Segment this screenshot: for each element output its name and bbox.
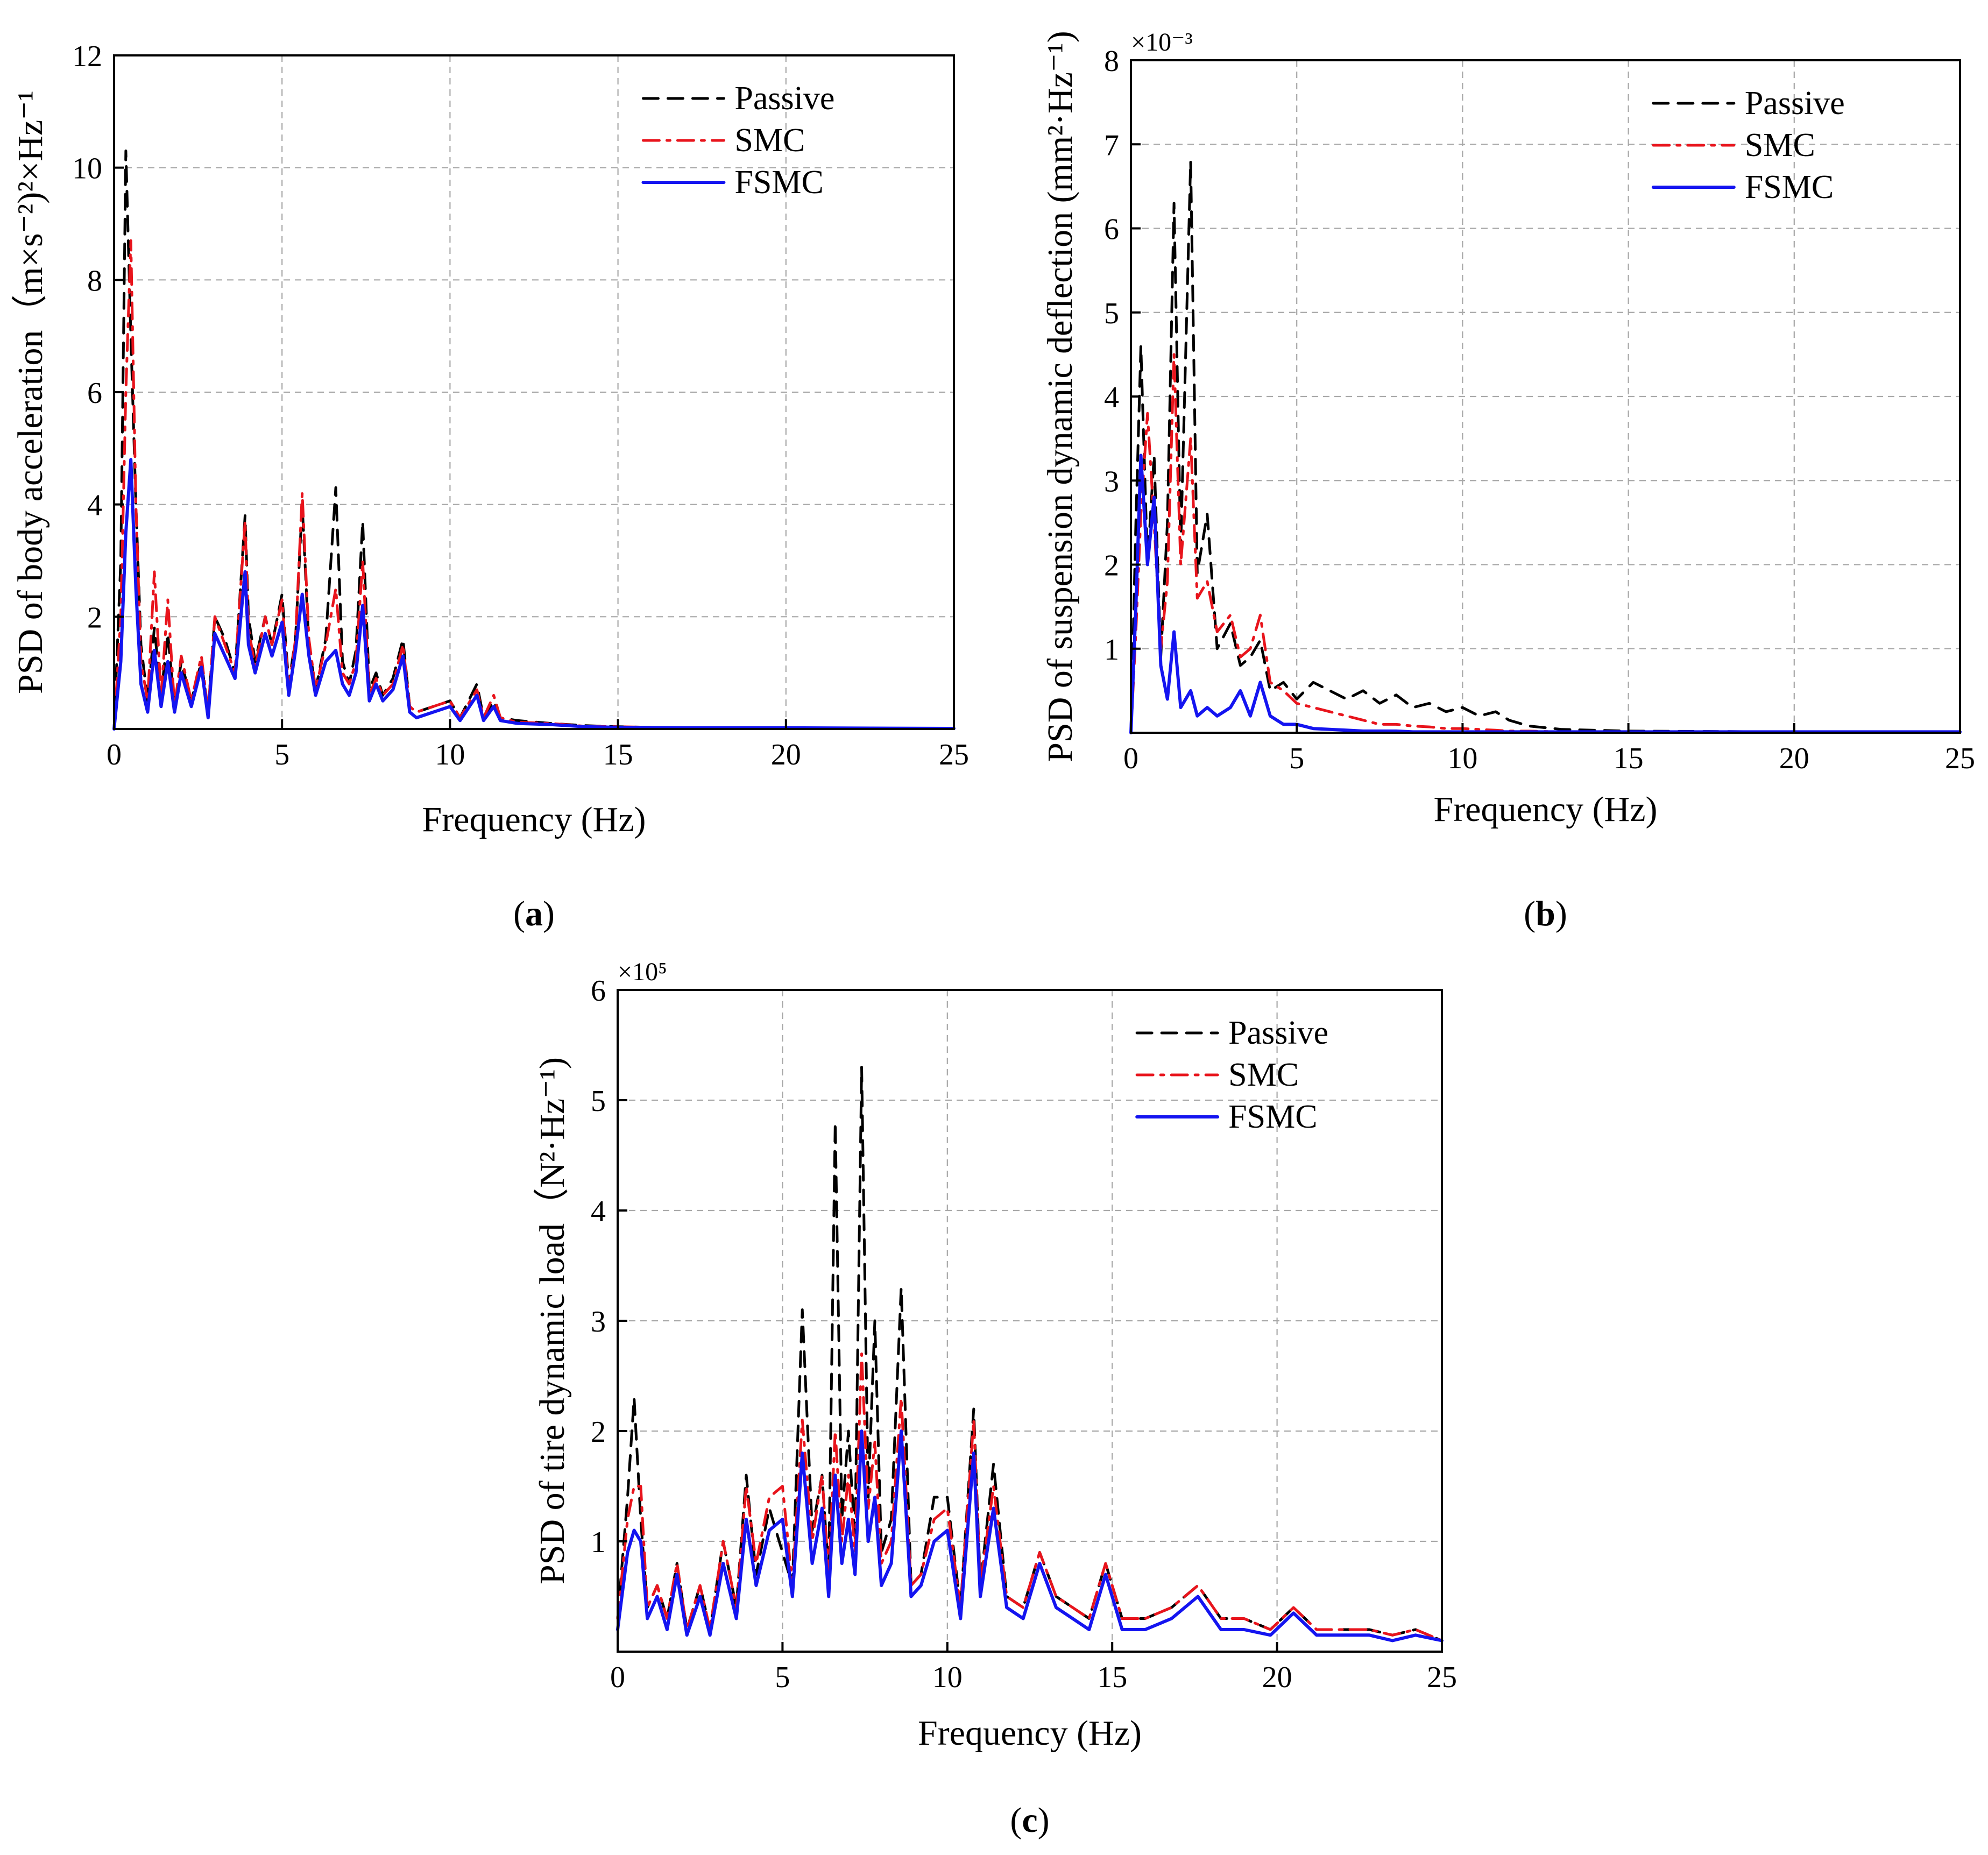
x-tick-label: 5 xyxy=(1289,742,1304,775)
x-tick-label: 20 xyxy=(1779,742,1809,775)
x-tick-label: 0 xyxy=(610,1661,625,1694)
y-tick-label: 8 xyxy=(1104,45,1119,78)
y-tick-label: 1 xyxy=(1104,633,1119,667)
y-tick-label: 3 xyxy=(1104,465,1119,498)
legend-label-smc: SMC xyxy=(734,122,805,159)
x-tick-label: 0 xyxy=(107,738,122,771)
series-fsmc-line xyxy=(112,458,956,731)
legend-label-fsmc: FSMC xyxy=(734,164,823,201)
legend-label-passive: Passive xyxy=(1228,1015,1328,1051)
y-tick-label: 2 xyxy=(87,601,102,634)
x-axis-title: Frequency (Hz) xyxy=(422,800,646,839)
series-smc-line xyxy=(616,1353,1444,1642)
x-axis-title: Frequency (Hz) xyxy=(918,1714,1142,1753)
axis-exponent-label: ×10⁵ xyxy=(618,958,667,986)
y-tick-label: 8 xyxy=(87,264,102,298)
x-tick-label: 10 xyxy=(1447,742,1477,775)
y-axis-title: PSD of suspension dynamic deflection (mm… xyxy=(1041,31,1080,762)
x-tick-label: 15 xyxy=(1097,1661,1127,1694)
x-tick-label: 15 xyxy=(1614,742,1644,775)
x-tick-label: 20 xyxy=(1262,1661,1292,1694)
series-fsmc-line xyxy=(616,1429,1444,1642)
y-tick-label: 7 xyxy=(1104,129,1119,162)
x-tick-label: 25 xyxy=(1427,1661,1457,1694)
legend-label-passive: Passive xyxy=(734,80,834,117)
x-tick-label: 15 xyxy=(603,738,633,771)
legend-label-smc: SMC xyxy=(1228,1057,1299,1093)
x-tick-label: 5 xyxy=(775,1661,790,1694)
legend-label-passive: Passive xyxy=(1745,85,1845,122)
y-tick-label: 5 xyxy=(1104,297,1119,330)
legend-label-smc: SMC xyxy=(1745,127,1815,164)
y-tick-label: 4 xyxy=(1104,381,1119,414)
chart-panel-b: 0 5 10 15 20 25 1 2 3 4 5 6 7 8 ×10⁻³ Frequency (Hz) PSD… xyxy=(1041,28,1975,933)
legend-label-fsmc: FSMC xyxy=(1228,1099,1317,1135)
y-tick-label: 2 xyxy=(1104,549,1119,583)
y-tick-label: 3 xyxy=(591,1305,606,1339)
panel-label: (b) xyxy=(1524,894,1567,933)
x-tick-label: 10 xyxy=(932,1661,963,1694)
x-axis-title: Frequency (Hz) xyxy=(1434,790,1658,829)
y-tick-label: 6 xyxy=(87,377,102,410)
series-smc-line xyxy=(112,239,956,731)
y-axis-title: PSD of tire dynamic load（N²·Hz⁻¹) xyxy=(533,1057,572,1584)
x-tick-label: 0 xyxy=(1123,742,1138,775)
x-tick-label: 20 xyxy=(771,738,801,771)
series-fsmc-line xyxy=(1129,454,1962,734)
series-passive-line xyxy=(1129,160,1962,734)
y-tick-label: 6 xyxy=(1104,213,1119,246)
y-axis-title: PSD of body acceleration（m×s⁻²)²×Hz⁻¹ xyxy=(11,90,50,694)
x-tick-label: 5 xyxy=(274,738,289,771)
y-tick-label: 4 xyxy=(87,489,102,522)
panel-label: (c) xyxy=(1010,1801,1049,1840)
y-tick-label: 4 xyxy=(591,1195,606,1228)
panel-label: (a) xyxy=(513,894,555,933)
y-tick-label: 5 xyxy=(591,1085,606,1118)
series-smc-line xyxy=(1129,353,1962,734)
y-tick-label: 12 xyxy=(72,40,102,73)
y-tick-label: 1 xyxy=(591,1526,606,1559)
y-tick-label: 6 xyxy=(591,974,606,1008)
legend-label-fsmc: FSMC xyxy=(1745,169,1834,206)
chart-panel-a: 0 5 10 15 20 25 2 4 6 8 10 12 Frequency (Hz) PSD of b… xyxy=(11,40,969,933)
y-tick-label: 2 xyxy=(591,1415,606,1449)
y-tick-label: 10 xyxy=(72,152,102,186)
x-tick-label: 25 xyxy=(939,738,969,771)
axis-exponent-label: ×10⁻³ xyxy=(1131,28,1193,56)
chart-panel-c: 0 5 10 15 20 25 1 2 3 4 5 6 ×10⁵ Frequency (Hz) PSD of… xyxy=(533,958,1457,1840)
x-tick-label: 25 xyxy=(1945,742,1975,775)
x-tick-label: 10 xyxy=(435,738,465,771)
